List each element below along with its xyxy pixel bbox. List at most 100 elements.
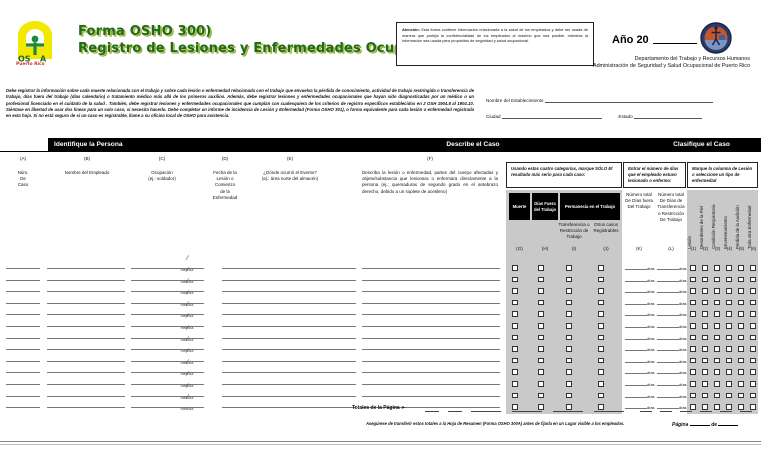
row-6-case-number-input[interactable]: [6, 326, 40, 327]
row-4-where-event-input[interactable]: [222, 302, 356, 304]
row-8-illness-checkbox-4[interactable]: [726, 346, 732, 352]
row-4-outcome-checkbox-I[interactable]: [566, 299, 572, 306]
establishment-name-input[interactable]: [544, 96, 713, 103]
row-7-date-input[interactable]: mes/día /: [170, 324, 204, 343]
row-2-illness-checkbox-2[interactable]: [702, 276, 708, 283]
row-10-illness-checkbox-6[interactable]: [750, 369, 756, 375]
row-3-employee-name-input[interactable]: [47, 291, 125, 293]
row-2-illness-checkbox-4[interactable]: [726, 276, 732, 283]
row-2-days-L-input[interactable]: días: [657, 275, 687, 283]
row-6-outcome-checkbox-H[interactable]: [538, 323, 544, 329]
row-12-case-number-input[interactable]: [6, 395, 40, 397]
row-11-illness-checkbox-6[interactable]: [750, 381, 756, 387]
row-10-illness-checkbox-4[interactable]: [726, 369, 732, 375]
row-12-illness-checkbox-1[interactable]: [690, 392, 696, 399]
row-4-outcome-checkbox-G[interactable]: [512, 299, 518, 306]
row-13-illness-checkbox-5[interactable]: [738, 404, 744, 410]
row-9-outcome-checkbox-G[interactable]: [512, 357, 518, 364]
row-9-illness-checkbox-6[interactable]: [750, 357, 756, 364]
row-2-date-input[interactable]: mes/día /: [170, 266, 204, 285]
row-13-outcome-checkbox-J[interactable]: [598, 404, 604, 410]
row-12-date-input[interactable]: mes/día /: [170, 382, 204, 401]
row-13-days-L-input[interactable]: días: [657, 402, 687, 410]
row-11-days-K-input[interactable]: días: [625, 379, 655, 387]
row-10-describe-injury-input[interactable]: [362, 372, 500, 374]
row-9-illness-checkbox-3[interactable]: [714, 357, 720, 364]
row-1-occupation-input[interactable]: [131, 268, 193, 269]
row-3-occupation-input[interactable]: [131, 291, 193, 293]
row-2-illness-checkbox-1[interactable]: [690, 276, 696, 283]
row-11-describe-injury-input[interactable]: [362, 384, 500, 385]
row-9-days-L-input[interactable]: días: [657, 356, 687, 364]
row-4-illness-checkbox-1[interactable]: [690, 299, 696, 306]
row-10-illness-checkbox-2[interactable]: [702, 369, 708, 375]
total-blank-2[interactable]: [660, 411, 672, 412]
row-7-illness-checkbox-4[interactable]: [726, 334, 732, 341]
row-3-days-L-input[interactable]: días: [657, 286, 687, 294]
row-2-employee-name-input[interactable]: [47, 279, 125, 281]
row-3-illness-checkbox-3[interactable]: [714, 288, 720, 294]
row-2-describe-injury-input[interactable]: [362, 279, 500, 281]
row-13-case-number-input[interactable]: [6, 407, 40, 409]
establishment-city-input[interactable]: [501, 112, 602, 119]
row-8-illness-checkbox-6[interactable]: [750, 346, 756, 352]
row-2-illness-checkbox-3[interactable]: [714, 276, 720, 283]
row-6-outcome-checkbox-I[interactable]: [566, 323, 572, 329]
row-3-case-number-input[interactable]: [6, 291, 40, 293]
row-10-illness-checkbox-1[interactable]: [690, 369, 696, 375]
row-5-illness-checkbox-1[interactable]: [690, 311, 696, 317]
row-9-occupation-input[interactable]: [131, 360, 193, 362]
row-6-occupation-input[interactable]: [131, 326, 193, 327]
row-11-illness-checkbox-1[interactable]: [690, 381, 696, 387]
row-5-outcome-checkbox-G[interactable]: [512, 311, 518, 317]
row-10-occupation-input[interactable]: [131, 372, 193, 374]
row-12-illness-checkbox-6[interactable]: [750, 392, 756, 399]
row-6-outcome-checkbox-J[interactable]: [598, 323, 604, 329]
row-4-case-number-input[interactable]: [6, 302, 40, 304]
row-4-date-input[interactable]: mes/día /: [170, 290, 204, 308]
row-9-illness-checkbox-1[interactable]: [690, 357, 696, 364]
row-3-date-input[interactable]: mes/día /: [170, 278, 204, 296]
row-8-describe-injury-input[interactable]: [362, 349, 500, 351]
row-1-outcome-checkbox-J[interactable]: [598, 265, 604, 271]
row-4-outcome-checkbox-J[interactable]: [598, 299, 604, 306]
row-5-outcome-checkbox-J[interactable]: [598, 311, 604, 317]
row-10-where-event-input[interactable]: [222, 372, 356, 374]
row-3-outcome-checkbox-J[interactable]: [598, 288, 604, 294]
row-7-describe-injury-input[interactable]: [362, 337, 500, 339]
row-7-illness-checkbox-5[interactable]: [738, 334, 744, 341]
row-13-illness-checkbox-1[interactable]: [690, 404, 696, 410]
row-2-outcome-checkbox-G[interactable]: [512, 276, 518, 283]
row-7-illness-checkbox-2[interactable]: [702, 334, 708, 341]
row-3-illness-checkbox-6[interactable]: [750, 288, 756, 294]
row-9-illness-checkbox-2[interactable]: [702, 357, 708, 364]
row-3-where-event-input[interactable]: [222, 291, 356, 293]
total-blank-l[interactable]: [594, 411, 624, 412]
row-2-case-number-input[interactable]: [6, 279, 40, 281]
row-11-outcome-checkbox-G[interactable]: [512, 381, 518, 387]
row-11-outcome-checkbox-I[interactable]: [566, 381, 572, 387]
total-blank-4[interactable]: [700, 411, 712, 412]
row-7-illness-checkbox-1[interactable]: [690, 334, 696, 341]
row-11-date-input[interactable]: mes/día /: [170, 371, 204, 389]
total-blank-3[interactable]: [680, 411, 692, 412]
row-5-illness-checkbox-5[interactable]: [738, 311, 744, 317]
row-9-date-input[interactable]: mes/día /: [170, 348, 204, 366]
total-blank-h[interactable]: [448, 411, 462, 412]
row-12-illness-checkbox-3[interactable]: [714, 392, 720, 399]
row-4-illness-checkbox-2[interactable]: [702, 299, 708, 306]
row-8-outcome-checkbox-G[interactable]: [512, 346, 518, 352]
row-10-date-input[interactable]: mes/día /: [170, 359, 204, 377]
row-3-days-K-input[interactable]: días: [625, 286, 655, 294]
row-12-outcome-checkbox-J[interactable]: [598, 392, 604, 399]
row-1-describe-injury-input[interactable]: [362, 268, 500, 269]
row-7-outcome-checkbox-I[interactable]: [566, 334, 572, 341]
row-5-days-K-input[interactable]: días: [625, 309, 655, 317]
row-7-illness-checkbox-6[interactable]: [750, 334, 756, 341]
row-7-occupation-input[interactable]: [131, 337, 193, 339]
row-9-employee-name-input[interactable]: [47, 360, 125, 362]
row-5-date-input[interactable]: mes/día /: [170, 301, 204, 319]
row-1-where-event-input[interactable]: [222, 268, 356, 269]
row-9-illness-checkbox-5[interactable]: [738, 357, 744, 364]
row-3-outcome-checkbox-H[interactable]: [538, 288, 544, 294]
